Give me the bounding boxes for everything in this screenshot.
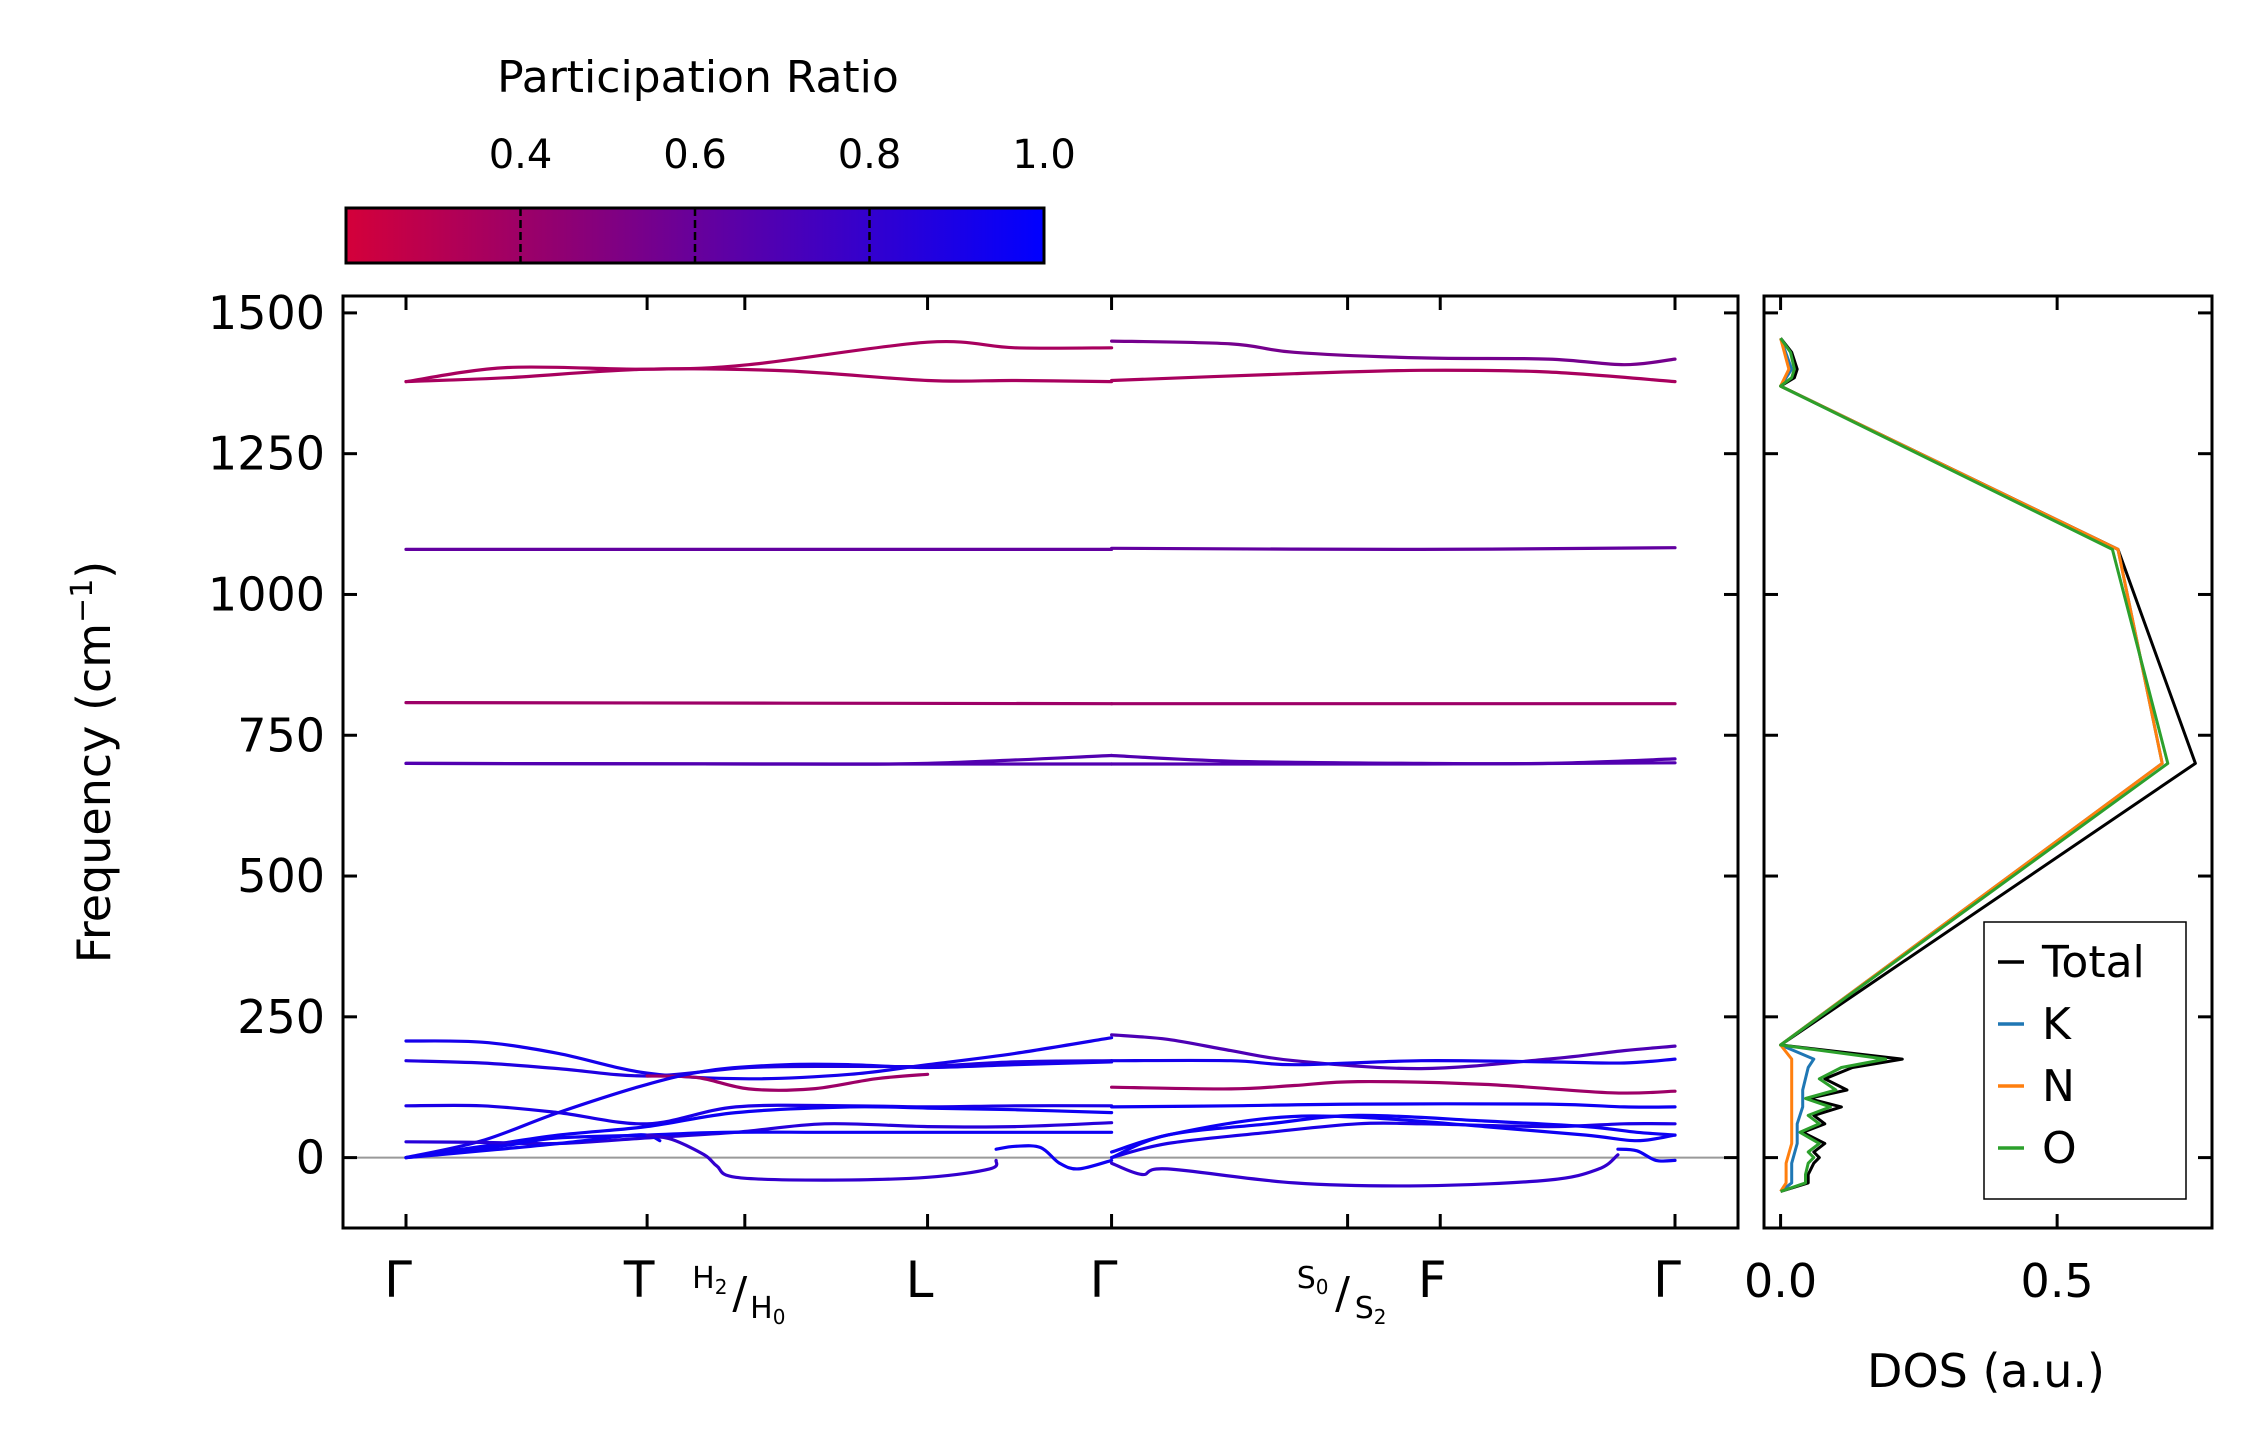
y-tick-label: 1000	[208, 567, 325, 621]
high-symmetry-label: Γ	[384, 1251, 412, 1309]
colorbar-tick-label: 1.0	[1012, 132, 1076, 178]
svg-text:H0: H0	[750, 1291, 785, 1329]
y-tick-label: 750	[237, 708, 325, 762]
legend-label-n: N	[2042, 1061, 2075, 1112]
colorbar-tick-label: 0.8	[838, 132, 902, 178]
dos-legend: Total KNO	[1983, 921, 2187, 1200]
phonon-band-17	[994, 1144, 1114, 1171]
phonon-band-20	[1110, 546, 1677, 552]
high-symmetry-label: Γ	[1090, 1251, 1118, 1309]
phonon-band-24	[1110, 1033, 1677, 1071]
phonon-band-7	[404, 1036, 1114, 1081]
y-tick-label: 500	[237, 849, 325, 903]
phonon-band-32	[1616, 1147, 1677, 1163]
y-tick-label: 1250	[208, 427, 325, 481]
high-symmetry-label: T	[623, 1251, 655, 1309]
svg-text:S0: S0	[1297, 1261, 1329, 1299]
phonon-band-16	[645, 1133, 999, 1182]
dos-axes: 0.0 0.5 DOS (a.u.) Total KNO	[1744, 294, 2214, 1398]
phonon-band-1	[404, 340, 1114, 384]
phonon-band-6	[404, 761, 1114, 766]
colorbar-tick-label: 0.6	[663, 132, 727, 178]
phonon-band-25	[1110, 1057, 1677, 1067]
dos-line-o	[1779, 337, 2170, 1193]
svg-text:/: /	[732, 1268, 747, 1319]
legend-label-total: Total	[2041, 937, 2145, 988]
phonon-band-19	[1110, 368, 1677, 384]
legend-label-o: O	[2042, 1123, 2077, 1174]
colorbar-tick-label: 0.4	[489, 132, 553, 178]
high-symmetry-frac-label: H2/H0	[692, 1261, 785, 1329]
phonon-band-8	[404, 1059, 1114, 1078]
phonon-band-28	[1110, 1121, 1677, 1160]
y-tick-label: 0	[296, 1131, 325, 1185]
svg-text:H2: H2	[692, 1261, 727, 1299]
band-plot-frame	[341, 294, 1740, 1230]
dos-plot-frame	[1762, 294, 2214, 1230]
phonon-band-31	[1110, 1153, 1620, 1188]
dos-x-tick-label: 0.5	[2021, 1254, 2094, 1308]
y-axis-label: Frequency (cm−1)	[65, 561, 121, 964]
phonon-band-10	[404, 1060, 1114, 1160]
phonon-band-9	[645, 1072, 930, 1092]
phonon-band-23	[1110, 761, 1677, 766]
legend-frame	[1983, 921, 2187, 1200]
svg-text:/: /	[1335, 1268, 1350, 1319]
phonon-band-29	[1110, 1114, 1677, 1154]
phonon-band-18	[1110, 339, 1677, 367]
high-symmetry-frac-label: S0/S2	[1297, 1261, 1387, 1329]
high-symmetry-label: L	[906, 1251, 934, 1309]
high-symmetry-label: Γ	[1653, 1251, 1681, 1309]
svg-text:S2: S2	[1355, 1291, 1387, 1329]
phonon-band-26	[1110, 1079, 1677, 1095]
colorbar-title: Participation Ratio	[497, 52, 899, 103]
high-symmetry-label: F	[1418, 1251, 1447, 1309]
phonon-band-30	[1110, 1113, 1677, 1160]
y-tick-label: 1500	[208, 286, 325, 340]
phonon-band-4	[404, 701, 1114, 706]
phonon-band-2	[404, 367, 1114, 384]
colorbar: Participation Ratio 0.4 0.6 0.8 1.0	[344, 52, 1076, 265]
legend-label-k: K	[2042, 999, 2072, 1050]
dos-x-tick-label: 0.0	[1744, 1254, 1817, 1308]
y-tick-label: 250	[237, 990, 325, 1044]
phonon-band-11	[404, 1103, 1114, 1126]
phonon-band-14	[404, 1130, 1114, 1160]
dos-x-axis-label: DOS (a.u.)	[1867, 1344, 2105, 1398]
phonon-band-27	[1110, 1102, 1677, 1109]
